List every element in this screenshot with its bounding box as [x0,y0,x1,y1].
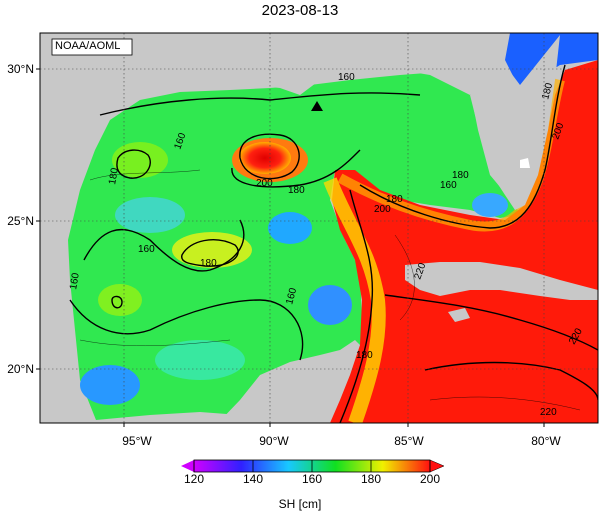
contour-label: 180 [356,350,373,361]
yucatan [218,340,360,423]
colorbar-tick-200: 200 [419,472,441,486]
lat-label-25n: 25°N [7,214,34,228]
lon-label-90w: 90°W [259,434,289,448]
lon-label-95w: 95°W [122,434,152,448]
cuba [405,262,598,300]
graticule [40,33,598,423]
contour-label: 160 [440,180,457,191]
us-coast [40,33,510,423]
florida [470,35,560,210]
contour-lines [69,64,598,423]
contour-label: 160 [284,286,299,305]
lon-label-85w: 85°W [394,434,424,448]
map-frame [39,32,599,424]
contour-label: 160 [68,272,82,291]
colorbar-unit-label: SH [cm] [278,497,322,511]
contour-label: 180 [452,170,469,181]
credit-box [51,38,133,56]
contour-label: 180 [386,194,403,205]
loop-current-water [330,60,598,423]
colorbar-tick-160: 160 [301,472,323,486]
contour-label: 180 [107,167,121,186]
warm-eddy [239,142,291,174]
contour-label: 180 [200,258,217,269]
gulf-water [68,72,520,420]
map-title: 2023-08-13 [261,2,339,19]
contour-label: 160 [338,72,355,83]
lon-label-80w: 80°W [531,434,561,448]
contour-label: 180 [288,185,305,196]
contour-label: 160 [138,244,155,255]
contour-label: 200 [374,204,391,215]
lat-label-20n: 20°N [7,362,34,376]
colorbar-tick-120: 120 [183,472,205,486]
lat-label-30n: 30°N [7,62,34,76]
credit-label: NOAA/AOML [55,40,121,52]
triangle-marker-icon [311,101,323,111]
colorbar-tick-180: 180 [360,472,382,486]
contour-label: 220 [540,407,557,418]
colorbar-tick-140: 140 [242,472,264,486]
contour-label: 200 [256,178,273,189]
